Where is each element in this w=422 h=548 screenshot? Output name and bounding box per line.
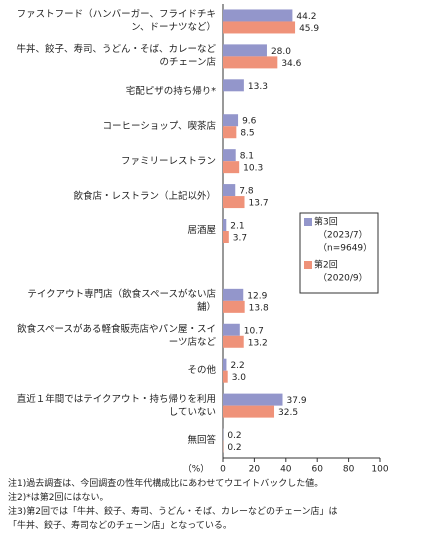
bar bbox=[223, 161, 240, 174]
x-tick-label: 0 bbox=[220, 465, 226, 475]
legend-swatch bbox=[304, 218, 312, 226]
value-label: 45.9 bbox=[299, 24, 319, 34]
bar bbox=[223, 231, 229, 243]
bar bbox=[223, 44, 267, 57]
category-label: 居酒屋 bbox=[187, 225, 216, 237]
footnote: 注3)第2回では「牛丼、餃子、寿司、うどん・そば、カレーなどのチェーン店」は bbox=[8, 507, 338, 517]
legend-detail: （n=9649） bbox=[318, 243, 372, 254]
category-label: 飲食店・レストラン（上記以外） bbox=[73, 190, 216, 202]
category-label: 飲食スペースがある軽食販売店やパン屋・スイーツ店など bbox=[17, 323, 216, 348]
bar bbox=[223, 335, 244, 348]
x-tick-label: 40 bbox=[280, 465, 292, 475]
category-label: 宅配ピザの持ち帰り* bbox=[125, 85, 216, 97]
value-label: 37.9 bbox=[287, 396, 307, 406]
bar bbox=[223, 370, 228, 383]
bar bbox=[223, 9, 293, 22]
value-label: 0.2 bbox=[227, 443, 241, 453]
legend-detail: （2020/9） bbox=[318, 273, 368, 284]
legend-swatch bbox=[304, 261, 312, 269]
value-label: 8.1 bbox=[240, 152, 254, 162]
bar bbox=[223, 126, 237, 139]
value-label: 3.0 bbox=[232, 373, 247, 383]
bar bbox=[223, 288, 244, 301]
category-label: 牛丼、餃子、寿司、うどん・そば、カレーなどのチェーン店 bbox=[16, 44, 216, 69]
bar bbox=[223, 21, 296, 34]
footnote: 注1)過去調査は、今回調査の性年代構成比にあわせてウエイトバックした値。 bbox=[8, 479, 324, 489]
bar bbox=[223, 300, 245, 313]
value-label: 28.0 bbox=[271, 47, 291, 57]
bar bbox=[223, 323, 240, 336]
category-label: その他 bbox=[187, 365, 216, 377]
x-tick-label: 20 bbox=[249, 465, 261, 475]
footnote: 注2)*は第2回にはない。 bbox=[8, 493, 109, 503]
x-tick-label: 80 bbox=[343, 465, 355, 475]
bar bbox=[223, 114, 239, 127]
x-tick-label: 100 bbox=[371, 465, 388, 475]
bar bbox=[223, 196, 245, 209]
value-label: 13.7 bbox=[249, 199, 269, 209]
value-label: 44.2 bbox=[296, 12, 316, 22]
bar bbox=[223, 219, 227, 231]
value-label: 32.5 bbox=[278, 408, 298, 418]
x-unit: （%） bbox=[183, 464, 210, 475]
bar bbox=[223, 393, 283, 406]
value-label: 2.1 bbox=[230, 222, 244, 232]
value-label: 8.5 bbox=[240, 129, 254, 139]
legend-box bbox=[299, 212, 379, 294]
legend-label: 第2回 bbox=[314, 259, 338, 271]
category-label: テイクアウト専門店（飲食スペースがない店舗） bbox=[27, 288, 216, 313]
bar bbox=[223, 405, 275, 418]
category-label: ファストフード（ハンバーガー、フライドチキン、ドーナツなど） bbox=[16, 9, 216, 34]
category-label: ファミリーレストラン bbox=[120, 155, 216, 167]
legend-detail: （2023/7） bbox=[318, 230, 368, 241]
value-label: 10.7 bbox=[244, 326, 264, 336]
value-label: 9.6 bbox=[242, 117, 257, 127]
legend-label: 第3回 bbox=[314, 216, 338, 228]
bar bbox=[223, 184, 236, 197]
category-label: 直近１年間ではテイクアウト・持ち帰りを利用していない bbox=[16, 393, 216, 418]
value-label: 13.8 bbox=[249, 303, 269, 313]
footnote: 「牛丼、餃子、寿司などのチェーン店」となっている。 bbox=[8, 521, 232, 531]
value-label: 2.2 bbox=[230, 361, 244, 371]
value-label: 10.3 bbox=[243, 164, 263, 174]
category-label: 無回答 bbox=[187, 435, 216, 447]
category-label: コーヒーショップ、喫茶店 bbox=[102, 120, 216, 132]
value-label: 13.2 bbox=[248, 338, 268, 348]
bar bbox=[223, 56, 278, 69]
bar bbox=[223, 358, 227, 371]
value-label: 7.8 bbox=[239, 187, 254, 197]
bar bbox=[223, 79, 244, 92]
x-tick-label: 60 bbox=[311, 465, 323, 475]
value-label: 12.9 bbox=[247, 291, 267, 301]
value-label: 34.6 bbox=[281, 59, 301, 69]
value-label: 0.2 bbox=[227, 431, 241, 441]
value-label: 13.3 bbox=[248, 82, 268, 92]
bar bbox=[223, 149, 236, 162]
value-label: 3.7 bbox=[233, 234, 247, 244]
